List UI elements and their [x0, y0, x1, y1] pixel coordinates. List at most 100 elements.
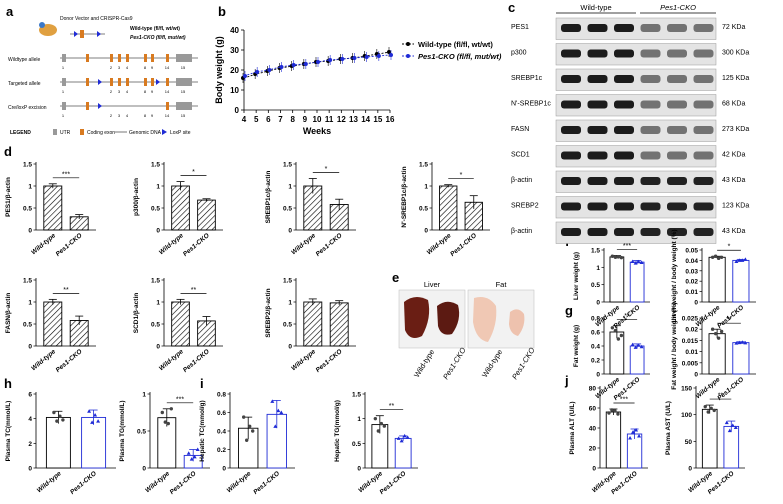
utr-block [62, 102, 66, 110]
cko-liver-image [437, 301, 460, 335]
coding-exon [126, 54, 129, 62]
loxp-icon [156, 79, 160, 85]
legend-item: UTR [60, 130, 71, 136]
blot-membrane [555, 119, 717, 142]
exon-number: 15 [181, 65, 186, 70]
y-tick-label: 0 [694, 300, 698, 307]
significance-stars: *** [623, 243, 631, 250]
exon-number: 9 [151, 89, 154, 94]
blot-membrane [555, 17, 717, 40]
y-axis-label: Body weight (g) [214, 36, 224, 104]
data-point-cko [195, 447, 200, 451]
y-axis-label: Plasma TG(mmol/L) [119, 400, 126, 461]
panel-label-d: d [4, 144, 12, 159]
panel-a-schematic: Donor Vector and CRISPR-Cas9 Wild-type (… [8, 16, 198, 136]
data-point-cko [737, 340, 742, 345]
data-point-cko [734, 259, 739, 263]
coding-exon [118, 78, 121, 86]
y-axis-label: N'-SREBP1c/β-actin [401, 166, 408, 227]
x-category-label: Wild-type [30, 348, 57, 372]
tissue-group-label: Pes1-CKO [510, 346, 537, 381]
y-tick-label: 0.5 [151, 322, 160, 329]
y-tick-label: 0.5 [23, 322, 32, 329]
blot-protein-label: β-actin [511, 228, 532, 235]
bar-chart-i1: 0 0.2 0.4 0.6 0.8 Hepatic TC(mmol/g) Wild-type… [199, 392, 295, 496]
data-point-wt [712, 408, 716, 413]
data-point-wt [613, 255, 618, 259]
y-tick-label: 0.2 [217, 447, 226, 454]
x-category-label: Pes1-CKO [315, 348, 344, 374]
x-category-label: Wild-type [290, 232, 317, 256]
data-point-cko [291, 63, 296, 67]
blot-band [693, 177, 714, 185]
blot-protein-label: SCD1 [511, 152, 530, 159]
liver-photo-label: Liver [424, 280, 441, 289]
loxp-icon [98, 103, 102, 109]
y-axis-label: SREBP2/β-actin [265, 288, 272, 337]
data-point-wt [610, 326, 615, 330]
x-category-label: Pes1-CKO [169, 470, 198, 496]
exon-number: 2 [110, 65, 113, 70]
blot-band [693, 126, 714, 134]
y-tick-label: 0.5 [137, 429, 146, 436]
y-tick-label: 0 [142, 466, 146, 473]
legend-item: LoxP site [170, 130, 191, 136]
y-axis-label: FASN/β-actin [5, 293, 12, 333]
y-axis-label: Liver weight (g) [573, 252, 580, 300]
blot-membrane [555, 221, 717, 244]
y-tick-label: 0 [156, 344, 160, 351]
blot-protein-label: PES1 [511, 24, 529, 31]
blot-membrane [555, 196, 717, 219]
y-axis-label: p300/β-actin [133, 178, 140, 216]
panel-label-h: h [4, 376, 12, 391]
y-tick-label: 0 [28, 228, 32, 235]
bar-pes1-cko [629, 261, 645, 303]
blot-band [561, 151, 581, 160]
data-point-wt [160, 410, 164, 415]
y-axis-label: Liver weight / body weight (%) [671, 229, 678, 322]
panel-c-western-blots: Wild-type Pes1-CKO PES1 72 KDa p300 300 KDa… [511, 3, 749, 244]
blot-band [614, 126, 634, 134]
data-point-cko [724, 420, 729, 425]
y-tick-label: 0 [28, 344, 32, 351]
bar-pes1-cko [629, 345, 645, 375]
blot-band [693, 75, 714, 83]
y-tick-label: 6 [28, 392, 32, 399]
y-tick-label: 40 [230, 26, 239, 35]
exon-number: 4 [126, 89, 129, 94]
x-category-label: Wild-type [226, 470, 253, 494]
coding-exon [110, 78, 113, 86]
legend-label-cko: Pes1-CKO (fl/fl, mut/wt) [418, 52, 502, 61]
data-point-cko [402, 433, 407, 438]
y-axis-label: SCD1/β-actin [133, 293, 140, 333]
blot-band [667, 49, 687, 58]
blot-band [587, 202, 608, 211]
y-axis-label: Hepatic TC(mmol/g) [199, 400, 206, 461]
panel-label-i: i [200, 376, 204, 391]
allele-tracks: 1 2 3 4 8 9 14 151 2 3 4 8 9 14 151 2 3 4 8 9 14 15 [60, 54, 198, 118]
x-category-label: Pes1-CKO [55, 232, 84, 258]
significance-stars: ** [624, 313, 630, 320]
data-point-wt [166, 421, 170, 426]
blot-protein-label: SREBP2 [511, 203, 539, 210]
blot-band [640, 100, 661, 109]
x-category-label: Pes1-CKO [252, 470, 281, 496]
blot-kda-label: 43 KDa [722, 228, 745, 235]
exon-number: 4 [126, 113, 129, 118]
bar-wild-type [439, 185, 458, 231]
y-tick-label: 60 [589, 406, 597, 413]
y-tick-label: 0.05 [685, 248, 698, 255]
blot-band [614, 228, 634, 236]
y-tick-label: 1 [288, 184, 292, 191]
x-tick-label: 11 [325, 115, 334, 124]
y-tick-label: 1.5 [23, 162, 32, 169]
blot-membrane [555, 43, 717, 66]
y-tick-label: 50 [685, 439, 693, 446]
blot-membrane [555, 94, 717, 117]
blot-band [614, 151, 634, 160]
coding-exon [118, 54, 121, 62]
y-tick-label: 0 [156, 228, 160, 235]
data-point-wt [610, 408, 614, 412]
